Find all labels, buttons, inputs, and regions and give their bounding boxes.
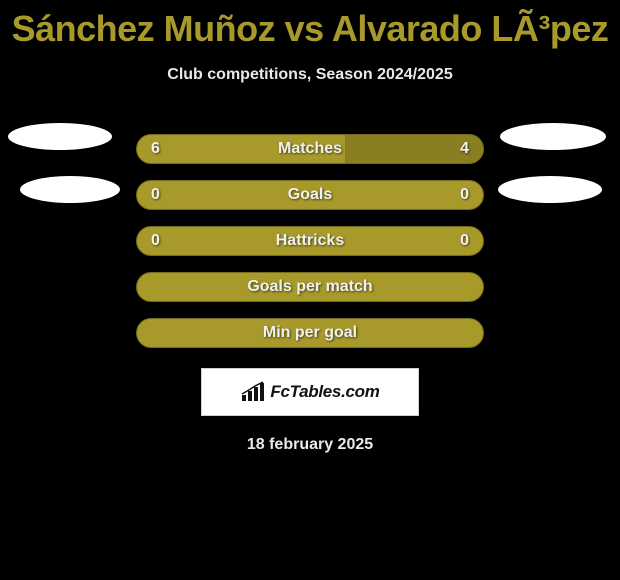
brand-text: FcTables.com [270,382,379,402]
stat-row: Min per goal [0,310,620,356]
stat-label: Goals [288,186,332,204]
bar-chart-icon [240,381,266,403]
stat-bar: 6 Matches 4 [136,134,484,164]
stat-value-left: 0 [151,186,160,204]
stat-row: 6 Matches 4 [0,126,620,172]
comparison-subtitle: Club competitions, Season 2024/2025 [0,66,620,84]
comparison-date: 18 february 2025 [0,436,620,454]
stat-row: Goals per match [0,264,620,310]
stat-bar: 0 Goals 0 [136,180,484,210]
stat-label: Min per goal [263,324,357,342]
stat-value-left: 0 [151,232,160,250]
stat-label: Hattricks [276,232,344,250]
stat-value-right: 4 [460,140,469,158]
stat-bar: 0 Hattricks 0 [136,226,484,256]
stat-row: 0 Goals 0 [0,172,620,218]
stat-row: 0 Hattricks 0 [0,218,620,264]
stat-value-left: 6 [151,140,160,158]
stats-container: 6 Matches 4 0 Goals 0 0 Hattricks 0 Goals per mat… [0,126,620,356]
comparison-title: Sánchez Muñoz vs Alvarado LÃ³pez [0,0,620,50]
stat-label: Matches [278,140,342,158]
stat-value-right: 0 [460,186,469,204]
stat-value-right: 0 [460,232,469,250]
stat-bar: Goals per match [136,272,484,302]
stat-label: Goals per match [247,278,372,296]
brand-badge[interactable]: FcTables.com [201,368,419,416]
stat-bar: Min per goal [136,318,484,348]
